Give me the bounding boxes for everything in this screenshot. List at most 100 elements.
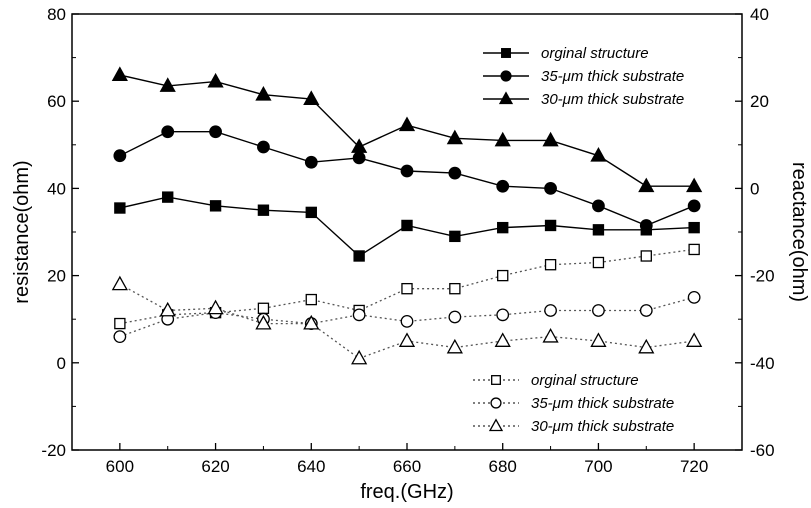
y-axis-left-title: resistance(ohm) [11, 160, 33, 303]
data-point [592, 304, 605, 317]
x-tick-label: 700 [584, 457, 612, 476]
data-point [305, 293, 317, 306]
data-point [305, 206, 317, 219]
data-point [398, 332, 416, 347]
data-point [590, 332, 607, 347]
data-point [497, 269, 509, 282]
legend-label: 30-μm thick substrate [541, 91, 684, 108]
data-point [257, 302, 270, 314]
data-point [401, 219, 413, 232]
y-tick-label: 20 [47, 267, 66, 286]
data-point [686, 177, 703, 193]
legend-label: 30-μm thick substrate [531, 418, 674, 435]
legend-label: 35-μm thick substrate [531, 395, 674, 412]
series-layer [111, 66, 703, 365]
data-point [257, 140, 270, 154]
legend-marker [498, 91, 514, 105]
x-tick-label: 720 [680, 457, 708, 476]
data-point [494, 332, 511, 347]
x-tick-label: 640 [297, 457, 325, 476]
data-point [638, 177, 655, 193]
data-point [209, 125, 222, 139]
data-point [544, 219, 557, 232]
data-point [688, 221, 700, 234]
data-point [352, 151, 366, 165]
legend-marker [501, 48, 511, 58]
data-point [255, 314, 272, 330]
series-2 [111, 66, 703, 193]
data-point [207, 72, 224, 88]
legend-dotted: orginal structure 35-μm thick substrate 30… [473, 372, 674, 435]
data-point [686, 332, 703, 347]
data-point [353, 250, 365, 262]
data-point [542, 131, 559, 147]
data-point [111, 275, 128, 291]
y-tick-label: 60 [47, 92, 66, 111]
data-point [590, 147, 607, 162]
y-tick-label: -20 [41, 441, 66, 460]
y-tick-label: 80 [47, 5, 66, 24]
data-point [494, 131, 511, 147]
data-point [303, 90, 320, 105]
y-tick-label: 0 [57, 354, 66, 373]
data-point [255, 86, 272, 101]
series-1 [113, 125, 701, 232]
data-point [449, 230, 461, 243]
data-point [592, 256, 605, 269]
data-point [639, 304, 653, 317]
data-point [496, 308, 510, 322]
series-line [119, 130, 695, 227]
data-point [113, 330, 127, 344]
data-point [639, 219, 653, 232]
x-tick-label: 600 [106, 457, 134, 476]
data-point [496, 179, 510, 193]
legend-label: orginal structure [541, 45, 649, 62]
data-point [640, 250, 652, 262]
data-point [111, 66, 128, 81]
x-tick-label: 660 [393, 457, 421, 476]
data-point [688, 243, 700, 256]
data-point [162, 191, 174, 203]
y-axis-right: -60 -40 -20 0 20 40 [735, 5, 775, 460]
data-point [449, 282, 461, 295]
data-point [446, 129, 463, 145]
x-axis-title: freq.(GHz) [360, 481, 453, 503]
x-tick-label: 680 [489, 457, 517, 476]
data-point [448, 310, 462, 324]
legend-label: orginal structure [531, 372, 639, 389]
series-0 [114, 191, 700, 262]
data-point [544, 304, 557, 317]
data-point [401, 282, 413, 295]
series-5 [111, 275, 703, 365]
data-point [400, 164, 414, 178]
legend-layer: orginal structure 35-μm thick substrate 30… [473, 45, 684, 435]
data-point [446, 338, 463, 354]
data-point [352, 308, 366, 322]
data-point [303, 314, 320, 330]
y-tick-label: 40 [47, 179, 66, 198]
data-point [497, 221, 509, 234]
data-point [159, 77, 176, 92]
legend-marker [490, 397, 502, 409]
data-point [209, 200, 222, 212]
legend-solid: orginal structure 35-μm thick substrate 30… [483, 45, 684, 108]
legend-marker [491, 375, 501, 385]
data-point [638, 338, 655, 354]
legend-marker [500, 70, 512, 82]
x-tick-label: 620 [201, 457, 229, 476]
data-point [114, 317, 126, 330]
data-point [544, 259, 557, 271]
y2-tick-label: 20 [750, 92, 769, 111]
y2-tick-label: 40 [750, 5, 769, 24]
y2-tick-label: 0 [750, 179, 759, 198]
data-point [592, 224, 605, 236]
legend-label: 35-μm thick substrate [541, 68, 684, 85]
data-point [159, 301, 176, 317]
data-point [400, 314, 414, 328]
data-point [114, 202, 126, 214]
data-point [304, 155, 318, 169]
y-axis-right-title: reactance(ohm) [788, 162, 810, 302]
legend-marker [488, 418, 504, 432]
data-point [448, 166, 462, 180]
